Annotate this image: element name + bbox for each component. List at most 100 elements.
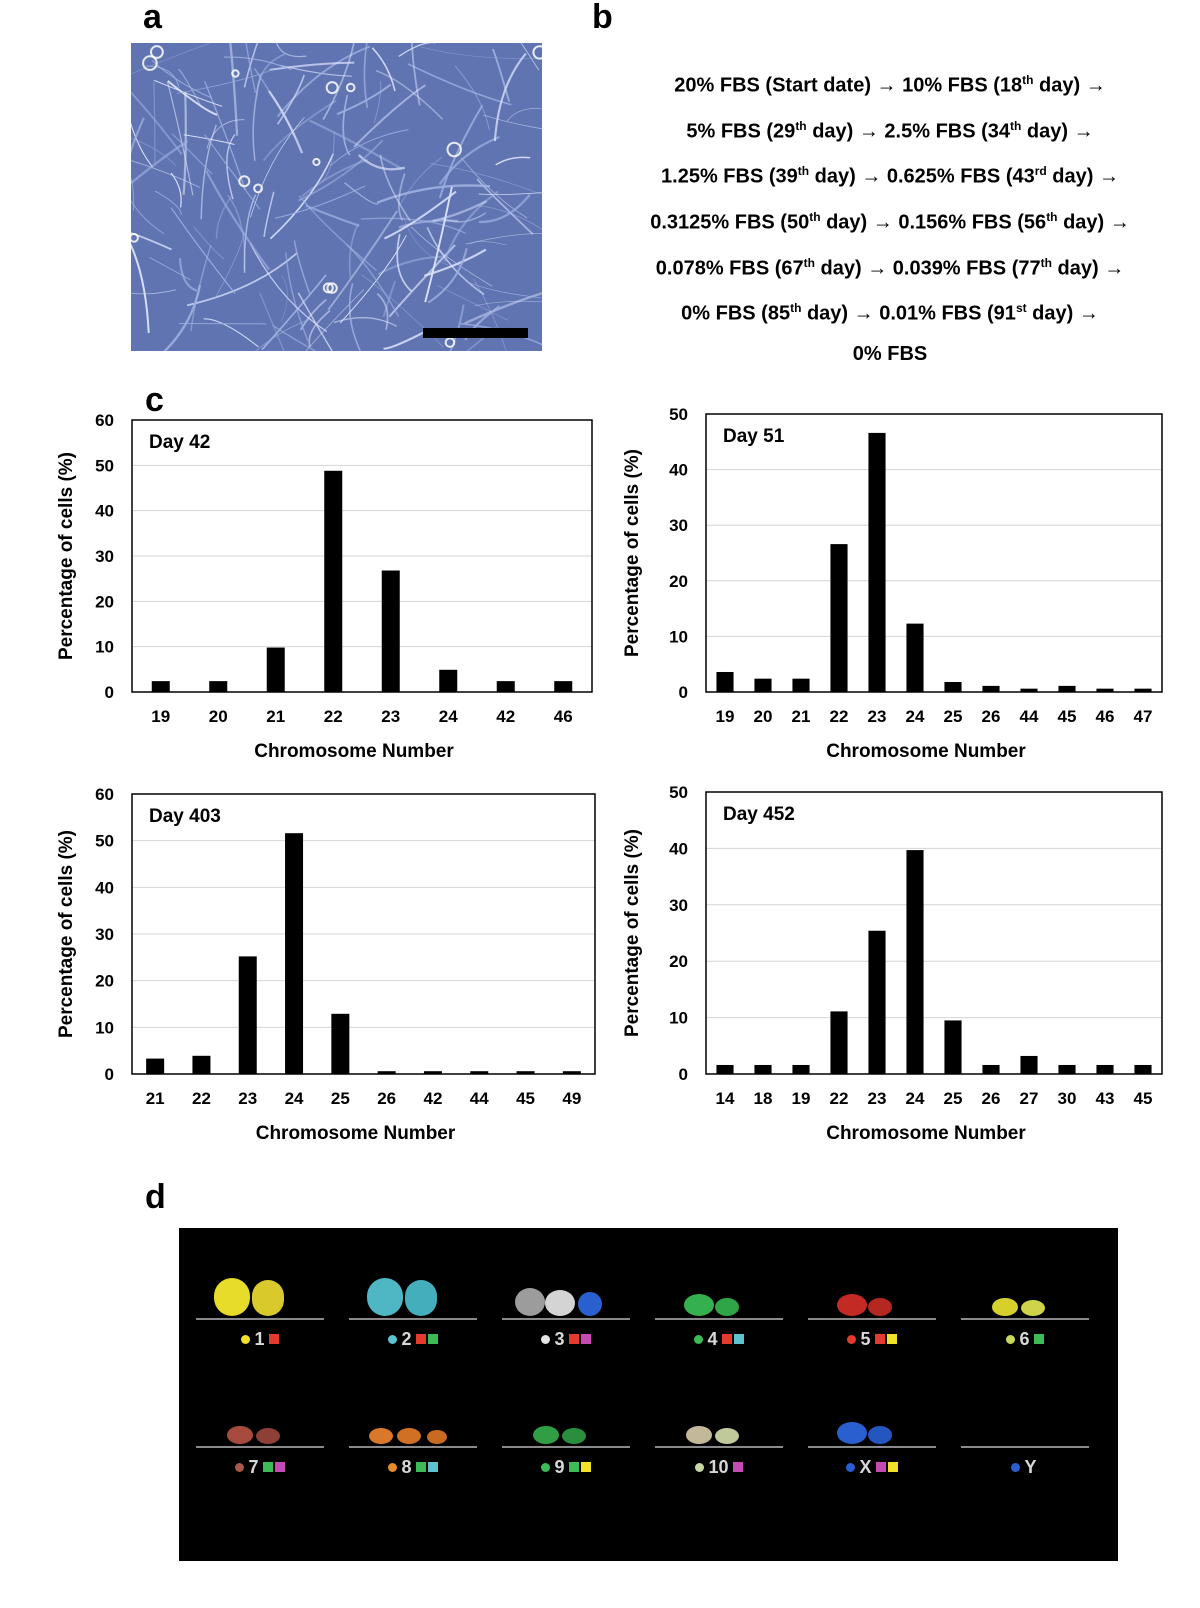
probe-color-square-icon xyxy=(268,1334,279,1345)
cell-fiber xyxy=(461,157,528,219)
x-tick-label: 23 xyxy=(238,1089,257,1108)
bar xyxy=(377,1071,396,1074)
color-dot-icon xyxy=(241,1334,251,1344)
probe-color-square-icon xyxy=(733,1334,744,1345)
karyotype-baseline xyxy=(655,1446,783,1448)
y-tick-label: 60 xyxy=(95,411,114,430)
x-tick-label: 49 xyxy=(562,1089,581,1108)
cell-body xyxy=(325,81,339,95)
x-tick-label: 24 xyxy=(285,1089,304,1108)
chromosome xyxy=(1021,1300,1045,1316)
cell-fiber xyxy=(274,185,366,219)
phase-contrast-micrograph xyxy=(131,43,542,351)
cell-fiber xyxy=(204,134,261,210)
x-tick-label: 47 xyxy=(1134,707,1153,726)
x-tick-label: 18 xyxy=(754,1089,773,1108)
karyotype-label: 3 xyxy=(502,1328,630,1350)
cell-fiber xyxy=(423,248,487,277)
cell-fiber xyxy=(373,81,382,124)
y-axis-label: Percentage of cells (%) xyxy=(56,452,77,660)
cell-fiber xyxy=(206,119,245,149)
cell-fiber xyxy=(167,80,218,116)
bar xyxy=(944,1020,962,1074)
cell-fiber xyxy=(229,43,239,136)
cell-fibers-image xyxy=(131,43,542,351)
cell-fiber xyxy=(379,154,411,222)
bar xyxy=(906,623,924,692)
chromosome xyxy=(992,1298,1018,1316)
x-tick-label: 44 xyxy=(1020,707,1039,726)
bar xyxy=(423,1071,442,1074)
ordinal-suffix: th xyxy=(1022,73,1034,87)
probe-color-square-icon xyxy=(1033,1334,1044,1345)
karyotype-pair: 8 xyxy=(349,1374,477,1484)
protocol-text: day) → 0.01% FBS (91 xyxy=(801,302,1016,325)
cell-fiber xyxy=(149,256,192,281)
protocol-text: 20% FBS (Start date) → 10% FBS (18 xyxy=(674,74,1023,97)
cell-fiber xyxy=(371,47,396,92)
karyotype-baseline xyxy=(502,1318,630,1320)
color-dot-icon xyxy=(541,1334,551,1344)
color-dot-icon xyxy=(388,1462,398,1472)
cell-fiber xyxy=(131,160,201,188)
karyotype-baseline xyxy=(655,1318,783,1320)
cell-fiber xyxy=(388,244,456,318)
ordinal-suffix: th xyxy=(790,301,802,316)
probe-color-square-icon xyxy=(262,1462,273,1473)
chromosome xyxy=(686,1426,712,1444)
chromosome-label: 6 xyxy=(1019,1328,1030,1349)
chromosome xyxy=(533,1426,559,1444)
cell-fiber xyxy=(204,81,247,191)
cell-fiber xyxy=(476,178,534,235)
cell-fiber xyxy=(478,193,531,224)
y-tick-label: 20 xyxy=(95,972,114,991)
chromosome-label: 8 xyxy=(401,1456,412,1477)
bar xyxy=(1096,1064,1114,1074)
bar xyxy=(1020,688,1038,692)
cell-fiber xyxy=(131,289,176,295)
cell-fiber xyxy=(176,69,273,94)
cell-body xyxy=(322,282,334,294)
protocol-text: 1.25% FBS (39 xyxy=(661,165,798,188)
bar xyxy=(266,647,285,692)
y-tick-label: 10 xyxy=(669,627,688,646)
cell-fiber xyxy=(269,61,355,71)
color-dot-icon xyxy=(1011,1462,1021,1472)
cell-fiber xyxy=(297,292,334,351)
cell-body xyxy=(345,82,356,93)
cell-fiber xyxy=(186,252,298,307)
karyotype-label: 4 xyxy=(655,1328,783,1350)
karyotype-label: 7 xyxy=(196,1456,324,1478)
cell-fiber xyxy=(333,317,398,327)
y-tick-label: 30 xyxy=(95,925,114,944)
bar xyxy=(1134,688,1152,692)
chromosome xyxy=(715,1298,739,1316)
cell-fiber xyxy=(396,233,412,292)
cell-fiber xyxy=(178,68,203,108)
probe-color-square-icon xyxy=(427,1462,438,1473)
cell-body xyxy=(444,337,456,348)
cell-fiber xyxy=(436,284,509,321)
cell-fiber xyxy=(131,232,172,251)
bar xyxy=(496,681,515,692)
cell-fiber xyxy=(411,43,421,106)
probe-color-square-icon xyxy=(274,1462,285,1473)
probe-color-square-icon xyxy=(887,1462,898,1473)
x-tick-label: 22 xyxy=(324,707,343,726)
protocol-text: day) → xyxy=(1046,165,1119,188)
x-tick-label: 20 xyxy=(754,707,773,726)
chromosome xyxy=(214,1278,250,1316)
x-tick-label: 20 xyxy=(209,707,228,726)
x-tick-label: 42 xyxy=(496,707,515,726)
karyotype-label: 5 xyxy=(808,1328,936,1350)
cell-fiber xyxy=(154,79,223,107)
cell-fiber xyxy=(363,43,369,109)
chromosome-label: 1 xyxy=(254,1328,265,1349)
chromosome xyxy=(562,1428,586,1444)
protocol-text: day) → xyxy=(1021,120,1094,143)
bar xyxy=(1058,685,1076,692)
cell-fiber xyxy=(398,43,436,57)
bar xyxy=(192,1055,211,1074)
cell-fiber xyxy=(465,233,542,245)
cell-fiber xyxy=(131,137,177,167)
